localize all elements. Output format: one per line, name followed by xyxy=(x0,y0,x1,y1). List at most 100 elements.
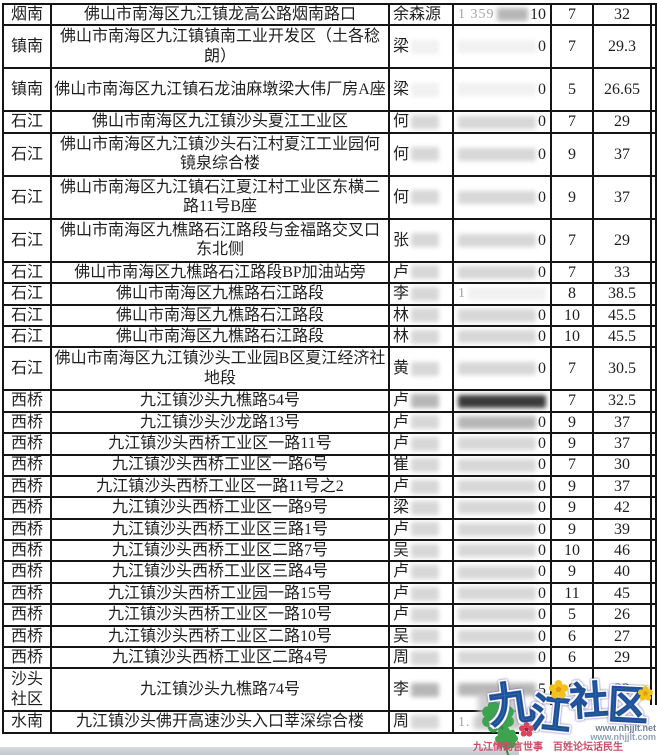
phone-cell xyxy=(454,391,552,413)
name-cell: 李 xyxy=(390,284,454,306)
phone-cell: 0 xyxy=(454,498,552,520)
name-cell: 卢 xyxy=(390,434,454,456)
phone-visible-digits: 5 xyxy=(538,681,546,699)
count-cell: 9 xyxy=(552,434,594,456)
redaction-blur xyxy=(411,682,440,697)
area-cell: 镇南 xyxy=(4,69,52,113)
value-cell xyxy=(594,712,652,734)
redaction-blur xyxy=(458,415,536,429)
phone-cell: 0 xyxy=(454,455,552,477)
address-cell: 佛山市南海区九樵路石江路段与金福路交叉口东北侧 xyxy=(52,219,390,263)
count-cell: 7 xyxy=(552,26,594,70)
count-cell: 9 xyxy=(552,519,594,542)
redaction-blur xyxy=(411,115,440,130)
table-row: 石江 佛山市南海区九樵路石江路段林 0 10 45.5 xyxy=(4,326,657,349)
address-cell: 佛山市南海区九樵路石江路段 xyxy=(52,305,390,327)
redaction-blur xyxy=(411,361,440,376)
phone-visible-digits: 0 xyxy=(538,435,546,453)
address-cell: 九江镇沙头西桥工业区三路4号 xyxy=(52,562,390,584)
value-cell: 29.3 xyxy=(594,26,652,70)
address-cell: 佛山市南海区九江镇龙高公路烟南路口 xyxy=(52,5,390,27)
edge-cell xyxy=(652,26,657,70)
area-cell: 石江 xyxy=(4,326,52,349)
count-cell: 7 xyxy=(552,391,594,413)
table-row: 西桥 九江镇沙头西桥工业区一路11号卢 0 9 37 xyxy=(4,434,657,456)
name-cell: 林 xyxy=(390,326,454,349)
phone-visible-digits: 1 359 xyxy=(458,7,495,23)
value-cell: 40 xyxy=(594,562,652,584)
contact-surname: 吴 xyxy=(393,542,410,560)
redaction-blur xyxy=(458,629,536,643)
edge-cell xyxy=(652,219,657,263)
contact-surname: 何 xyxy=(393,188,410,206)
table-row: 西桥 九江镇沙头西桥工业区二路7号吴 0 10 46 xyxy=(4,541,657,563)
area-cell: 石江 xyxy=(4,112,52,134)
redaction-blur xyxy=(458,40,536,54)
address-cell: 九江镇沙头西桥工业区一路11号 xyxy=(52,434,390,456)
address-cell: 九江镇沙头西桥工业区三路1号 xyxy=(52,519,390,542)
phone-visible-digits: 0 xyxy=(538,563,546,581)
edge-cell xyxy=(652,262,657,285)
area-cell: 石江 xyxy=(4,133,52,177)
table-row: 西桥 九江镇沙头西桥工业园一路15号卢 0 11 45 xyxy=(4,583,657,606)
phone-visible-digits: 1. xyxy=(458,714,471,730)
redaction-blur xyxy=(472,715,546,729)
edge-cell xyxy=(652,476,657,499)
value-cell: 32.5 xyxy=(594,391,652,413)
table-row: 镇南 佛山市南海区九江镇石龙油麻墩梁大伟厂房A座梁 0 5 26.65 xyxy=(4,69,657,113)
count-cell: 10 xyxy=(552,326,594,349)
value-cell: 37 xyxy=(594,434,652,456)
address-cell: 九江镇沙头沙龙路13号 xyxy=(52,412,390,435)
redaction-blur xyxy=(458,544,536,558)
area-cell: 西桥 xyxy=(4,412,52,435)
phone-visible-digits: 0 xyxy=(538,542,546,560)
count-cell: 7 xyxy=(552,5,594,27)
phone-cell: 0 xyxy=(454,412,552,435)
name-cell: 吴 xyxy=(390,626,454,649)
area-cell: 西桥 xyxy=(4,648,52,670)
address-cell: 九江镇沙头西桥工业区一路6号 xyxy=(52,455,390,477)
name-cell: 何 xyxy=(390,112,454,134)
redaction-blur xyxy=(411,265,440,280)
contact-surname: 李 xyxy=(393,285,410,303)
contact-surname: 李 xyxy=(393,681,410,699)
area-cell: 烟南 xyxy=(4,5,52,27)
phone-visible-digits: 0 xyxy=(538,627,546,645)
edge-cell xyxy=(652,133,657,177)
address-cell: 佛山市南海区九江镇镇南工业开发区（土各稔朗） xyxy=(52,26,390,70)
phone-cell: 0 xyxy=(454,348,552,392)
edge-cell xyxy=(652,519,657,542)
scanned-table: 烟南 佛山市南海区九江镇龙高公路烟南路口 余森源 1 359 10 7 32 镇南 佛山市南海区… xyxy=(2,3,657,734)
address-cell: 佛山市南海区九江镇石江夏江村工业区东横二路11号B座 xyxy=(52,176,390,220)
count-cell: 10 xyxy=(552,305,594,327)
contact-surname: 卢 xyxy=(393,435,410,453)
edge-cell xyxy=(652,434,657,456)
redaction-blur xyxy=(411,436,440,451)
contact-surname: 卢 xyxy=(393,520,410,538)
table-row: 西桥 九江镇沙头西桥工业区一路11号之2 卢 0 9 37 xyxy=(4,476,657,499)
table-row: 西桥 九江镇沙头西桥工业区三路4号卢 0 9 40 xyxy=(4,562,657,584)
table-row: 西桥 九江镇沙头九樵路54号卢 7 32.5 xyxy=(4,391,657,413)
name-cell: 李 xyxy=(390,669,454,713)
area-cell: 西桥 xyxy=(4,519,52,542)
table-row: 石江 佛山市南海区九樵路石江路段林 0 10 45.5 xyxy=(4,305,657,327)
contact-surname: 林 xyxy=(393,327,410,345)
name-cell: 何 xyxy=(390,176,454,220)
count-cell: 6 xyxy=(552,626,594,649)
redaction-blur xyxy=(458,362,536,376)
address-cell: 九江镇沙头西桥工业区二路10号 xyxy=(52,626,390,649)
table-row: 沙头社区 九江镇沙头九樵路74号李 5 8 32 xyxy=(4,669,657,713)
phone-visible-digits: 0 xyxy=(538,145,546,163)
redaction-blur xyxy=(458,147,536,161)
value-cell: 27 xyxy=(594,626,652,649)
edge-cell xyxy=(652,455,657,477)
contact-surname: 卢 xyxy=(393,563,410,581)
count-cell: 9 xyxy=(552,562,594,584)
redaction-blur xyxy=(458,330,536,344)
table-row: 西桥 九江镇沙头西桥工业区一路9号梁 0 9 42 xyxy=(4,498,657,520)
contact-surname: 何 xyxy=(393,145,410,163)
value-cell: 45 xyxy=(594,583,652,606)
area-cell: 西桥 xyxy=(4,626,52,649)
name-cell: 卢 xyxy=(390,476,454,499)
